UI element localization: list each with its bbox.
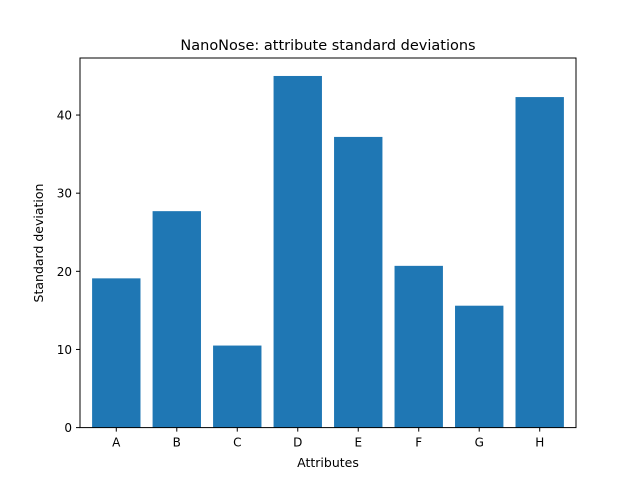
y-tick-label-40: 40 bbox=[57, 109, 72, 123]
y-tick-label-20: 20 bbox=[57, 265, 72, 279]
x-tick-label-e: E bbox=[354, 436, 362, 450]
y-tick-label-30: 30 bbox=[57, 187, 72, 201]
y-tick-label-10: 10 bbox=[57, 343, 72, 357]
y-axis-label: Standard deviation bbox=[31, 184, 46, 303]
y-axis-ticks: 0 10 20 30 40 bbox=[57, 109, 80, 435]
bars-group bbox=[92, 75, 564, 428]
x-tick-label-a: A bbox=[112, 436, 121, 450]
bar-b bbox=[152, 211, 201, 428]
chart-title: NanoNose: attribute standard deviations bbox=[180, 38, 475, 54]
x-tick-label-g: G bbox=[475, 436, 484, 450]
x-tick-label-c: C bbox=[233, 436, 241, 450]
plot-frame bbox=[79, 57, 577, 429]
bar-c bbox=[213, 345, 262, 428]
y-tick-label-0: 0 bbox=[64, 421, 72, 435]
bar-f bbox=[394, 265, 443, 428]
x-tick-label-h: H bbox=[535, 436, 544, 450]
bar-h bbox=[515, 97, 564, 428]
x-tick-label-f: F bbox=[415, 436, 422, 450]
bar-a bbox=[92, 278, 141, 428]
x-axis-ticks: A B C D E F G H bbox=[112, 427, 544, 450]
x-tick-label-d: D bbox=[293, 436, 302, 450]
bar-d bbox=[273, 75, 322, 428]
x-tick-label-b: B bbox=[173, 436, 181, 450]
bar-e bbox=[334, 136, 383, 428]
x-axis-label: Attributes bbox=[297, 455, 359, 470]
bar-g bbox=[455, 305, 504, 428]
